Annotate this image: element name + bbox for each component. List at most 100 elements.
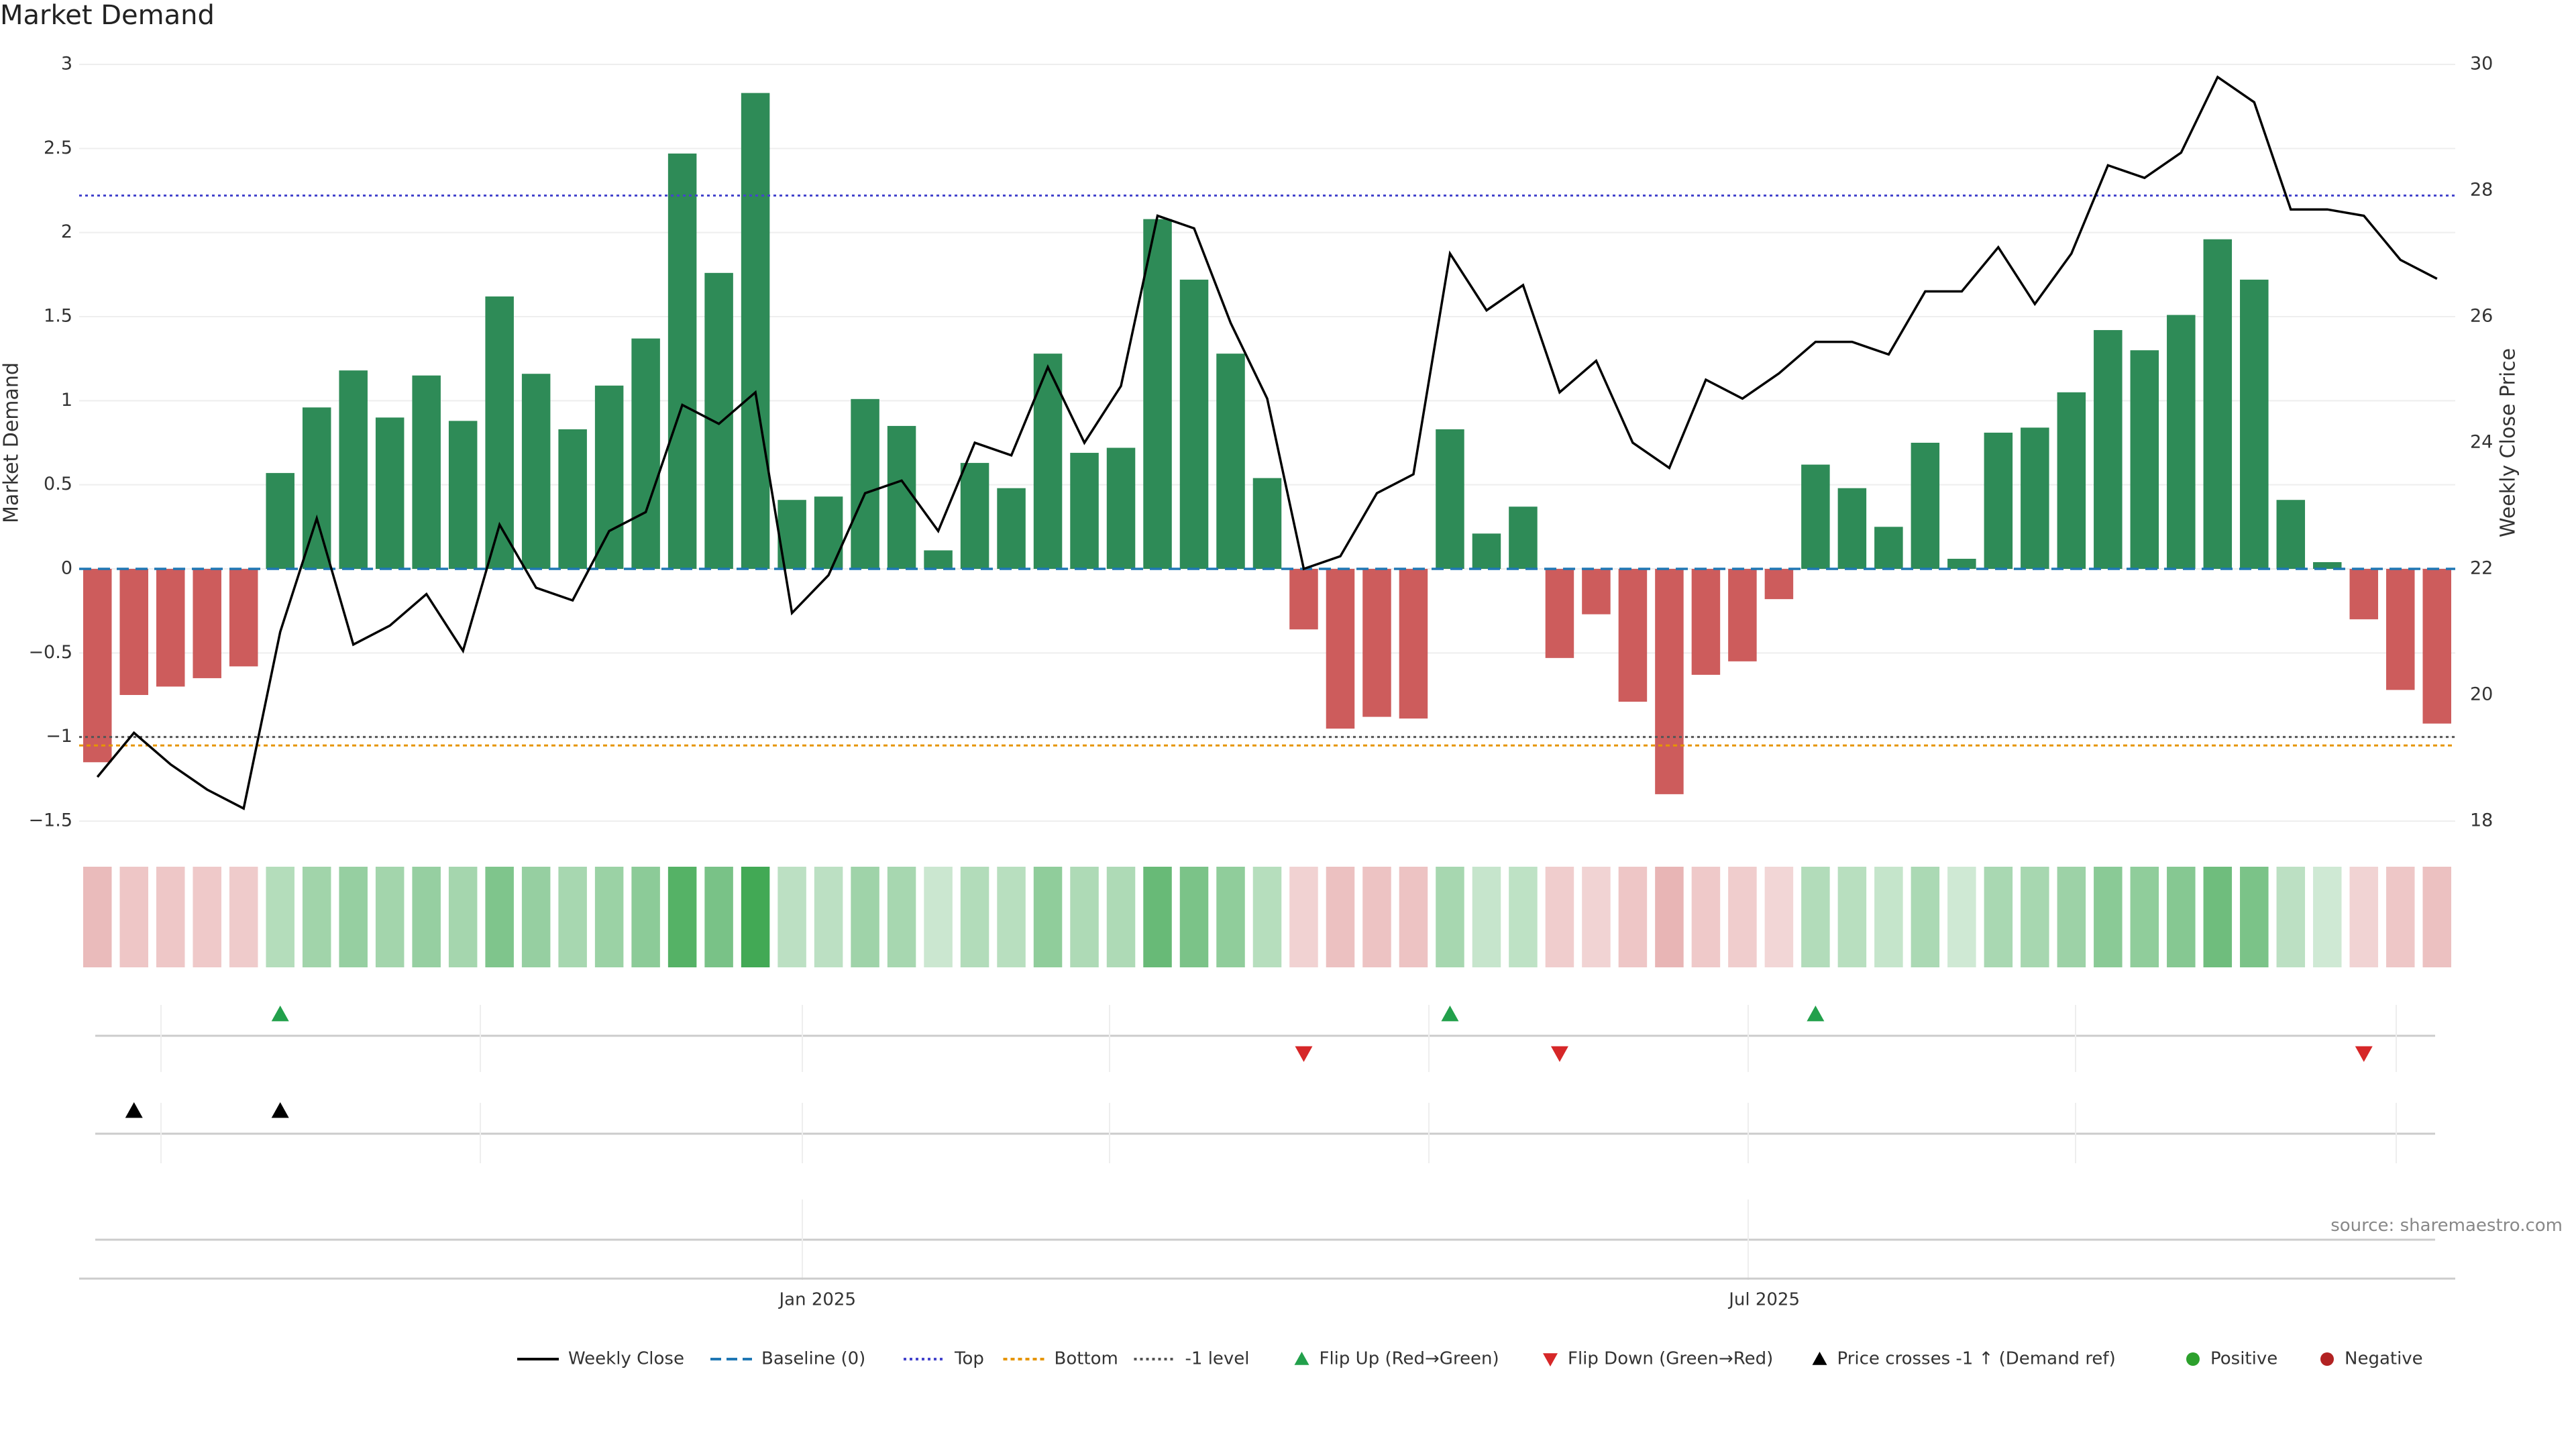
heat-cell bbox=[2422, 867, 2452, 967]
heat-cell bbox=[193, 867, 221, 967]
heat-cell bbox=[1874, 867, 1903, 967]
demand-bar bbox=[193, 569, 221, 678]
y-tick-label: −0.5 bbox=[28, 642, 72, 663]
legend-label: Flip Down (Green→Red) bbox=[1568, 1349, 1773, 1369]
heat-cell bbox=[2313, 867, 2342, 967]
heat-cell bbox=[2276, 867, 2306, 967]
demand-bar bbox=[2240, 279, 2269, 569]
flip-up-marker bbox=[1441, 1006, 1459, 1022]
demand-bar bbox=[448, 421, 478, 569]
heat-cell bbox=[1216, 867, 1245, 967]
demand-bar bbox=[1582, 569, 1611, 614]
y-tick-label: −1.5 bbox=[28, 810, 72, 831]
flip-up-marker bbox=[1807, 1006, 1825, 1022]
demand-bar bbox=[667, 153, 697, 569]
flip-down-marker bbox=[1295, 1046, 1313, 1062]
heat-cell bbox=[558, 867, 587, 967]
heat-cell bbox=[997, 867, 1026, 967]
heat-cell bbox=[1728, 867, 1757, 967]
demand-bar bbox=[302, 407, 331, 569]
y2-tick-label: 30 bbox=[2470, 54, 2493, 74]
heat-cell bbox=[887, 867, 916, 967]
y-axis-label: Market Demand bbox=[0, 362, 23, 523]
heat-cell bbox=[448, 867, 478, 967]
y2-axis-label: Weekly Close Price bbox=[2497, 348, 2520, 537]
heat-cell bbox=[960, 867, 989, 967]
demand-bar bbox=[2386, 569, 2415, 690]
legend-label: Positive bbox=[2210, 1349, 2277, 1369]
demand-bar bbox=[229, 569, 258, 667]
demand-bar bbox=[960, 463, 989, 569]
demand-bar bbox=[1947, 558, 1976, 569]
heat-cell bbox=[631, 867, 660, 967]
demand-bar bbox=[1837, 488, 1867, 569]
demand-bar bbox=[2349, 569, 2379, 620]
heat-cell bbox=[1033, 867, 1063, 967]
heat-cell bbox=[375, 867, 405, 967]
legend-swatch bbox=[1543, 1353, 1558, 1366]
heat-cell bbox=[704, 867, 733, 967]
demand-bar bbox=[2130, 350, 2159, 569]
heat-cell bbox=[1326, 867, 1355, 967]
heat-cell bbox=[1070, 867, 1099, 967]
heat-cell bbox=[594, 867, 624, 967]
heat-cell bbox=[1837, 867, 1867, 967]
legend-swatch bbox=[2186, 1352, 2200, 1366]
heat-cell bbox=[777, 867, 806, 967]
x-tick-label: Jan 2025 bbox=[777, 1290, 856, 1310]
legend-label: Weekly Close bbox=[568, 1349, 684, 1369]
demand-bar bbox=[997, 488, 1026, 569]
demand-bar bbox=[1655, 569, 1684, 794]
heat-cell bbox=[2094, 867, 2123, 967]
demand-bar bbox=[521, 374, 551, 569]
legend-label: Baseline (0) bbox=[761, 1349, 865, 1369]
demand-bar bbox=[1106, 447, 1136, 569]
flip-down-marker bbox=[1550, 1046, 1568, 1062]
demand-bar bbox=[2313, 561, 2342, 569]
heat-cell bbox=[1472, 867, 1501, 967]
demand-bar bbox=[2203, 239, 2233, 569]
heat-cell bbox=[1106, 867, 1136, 967]
heat-cell bbox=[229, 867, 258, 967]
demand-bar bbox=[83, 569, 112, 763]
heat-cell bbox=[302, 867, 331, 967]
heat-cell bbox=[1289, 867, 1318, 967]
x-tick-label: Jul 2025 bbox=[1727, 1290, 1800, 1310]
demand-bar bbox=[1801, 464, 1830, 569]
heat-cell bbox=[814, 867, 843, 967]
demand-bar bbox=[851, 398, 879, 569]
demand-bar bbox=[2276, 500, 2306, 569]
price-cross-marker bbox=[271, 1102, 289, 1118]
y2-tick-label: 22 bbox=[2470, 558, 2493, 579]
heat-cell bbox=[2386, 867, 2415, 967]
y-tick-label: 2.5 bbox=[44, 138, 72, 158]
demand-bar bbox=[266, 473, 294, 569]
demand-bar bbox=[412, 375, 441, 569]
heat-cell bbox=[266, 867, 294, 967]
legend-label: Flip Up (Red→Green) bbox=[1320, 1349, 1499, 1369]
demand-bar bbox=[1399, 569, 1428, 719]
heat-cell bbox=[741, 867, 770, 967]
heat-cell bbox=[1984, 867, 2013, 967]
demand-bar bbox=[887, 425, 916, 569]
y-tick-label: 2 bbox=[61, 221, 72, 242]
demand-bar bbox=[1911, 443, 1940, 569]
heat-cell bbox=[521, 867, 551, 967]
y2-tick-label: 20 bbox=[2470, 684, 2493, 705]
demand-bar bbox=[1472, 533, 1501, 569]
chart-title: Market Demand bbox=[0, 0, 215, 31]
heat-cell bbox=[1691, 867, 1721, 967]
heat-cell bbox=[119, 867, 148, 967]
legend-label: Negative bbox=[2345, 1349, 2423, 1369]
y-tick-label: 0.5 bbox=[44, 474, 72, 494]
y-tick-label: 3 bbox=[61, 54, 72, 74]
heat-cell bbox=[485, 867, 514, 967]
heat-cell bbox=[1764, 867, 1794, 967]
demand-bar bbox=[375, 417, 405, 569]
demand-bar bbox=[1728, 569, 1757, 661]
source-note: source: sharemaestro.com bbox=[2330, 1216, 2563, 1236]
demand-bar bbox=[1179, 279, 1209, 569]
demand-bar bbox=[2094, 330, 2123, 569]
heat-cell bbox=[2021, 867, 2049, 967]
